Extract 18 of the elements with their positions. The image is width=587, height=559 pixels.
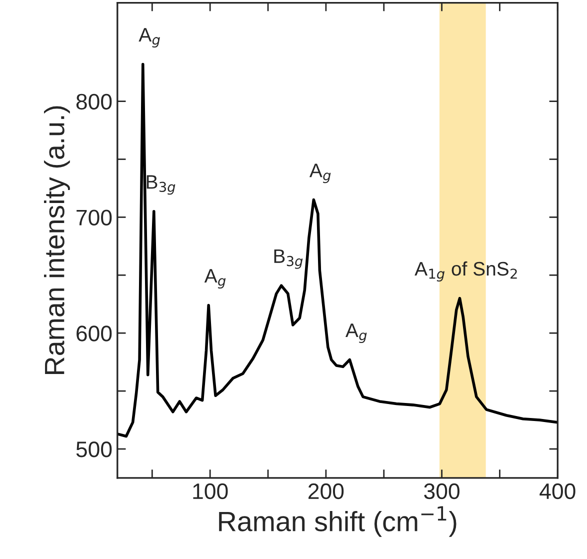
annotation: A$_{1g}$ of SnS$_{2}$	[414, 261, 517, 282]
y-tick-label: 800	[76, 94, 112, 110]
y-tick-label: 700	[76, 210, 112, 226]
y-tick-label: 600	[76, 326, 112, 342]
annotation: B$_{3g}$	[274, 249, 303, 269]
y-axis-title: Raman intensity (a.u.)	[44, 106, 70, 374]
y-tick-label: 500	[76, 442, 112, 458]
line-series	[117, 62, 558, 438]
x-axis-title: Raman shift (cm$^{−1}$)	[219, 506, 456, 537]
annotation: B$_{3g}$	[146, 175, 176, 195]
annotation: A$_{g}$	[309, 164, 331, 184]
annotation: A$_{g}$	[204, 269, 226, 289]
x-tick-label: 400	[540, 483, 576, 500]
x-tick-label: 200	[308, 483, 344, 500]
x-tick-label: 300	[424, 483, 460, 500]
annotation: A$_{g}$	[138, 28, 160, 48]
annotation: A$_{g}$	[345, 324, 367, 344]
x-tick-label: 100	[193, 483, 228, 500]
